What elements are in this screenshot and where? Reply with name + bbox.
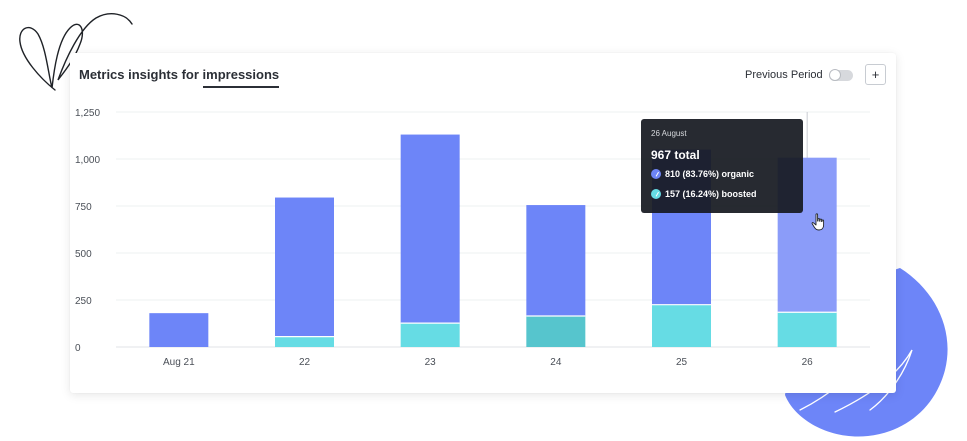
y-tick-label: 250 — [75, 296, 92, 307]
x-tick-label: 22 — [299, 357, 311, 368]
bar-organic — [275, 197, 334, 337]
y-tick-label: 0 — [75, 343, 81, 354]
bar-boosted — [652, 304, 711, 347]
bar-boosted — [400, 323, 460, 347]
bar-organic — [526, 205, 586, 316]
boosted-check-icon — [651, 189, 661, 199]
y-tick-label: 500 — [75, 249, 92, 260]
tooltip-total: 967 total — [651, 148, 700, 162]
chart-tooltip: 26 August 967 total 810 (83.76%) organic… — [641, 119, 803, 213]
y-tick-label: 750 — [75, 202, 92, 213]
previous-period-toggle[interactable] — [829, 69, 853, 81]
bar-boosted — [777, 312, 837, 347]
hand-cursor-icon — [811, 213, 825, 231]
previous-period-label: Previous Period — [745, 69, 823, 81]
y-tick-label: 1,000 — [75, 155, 100, 166]
metrics-card: Metrics insights for impressions Previou… — [70, 53, 896, 393]
bar-boosted — [275, 336, 334, 347]
tooltip-organic-row: 810 (83.76%) organic — [651, 169, 754, 179]
tooltip-boosted-row: 157 (16.24%) boosted — [651, 189, 757, 199]
impressions-chart: 0 250 500 750 1,000 1,250 Aug 21 22 23 24 25 26 — [75, 108, 870, 368]
x-tick-label: 24 — [550, 357, 562, 368]
bar-boosted — [526, 315, 586, 347]
x-tick-label: Aug 21 — [163, 357, 195, 368]
metric-selector[interactable]: impressions — [202, 67, 280, 82]
x-tick-label: 23 — [425, 357, 437, 368]
tooltip-date: 26 August — [651, 129, 687, 138]
add-button[interactable]: + — [865, 64, 886, 85]
tooltip-organic: 810 (83.76%) organic — [665, 169, 755, 179]
title-prefix: Metrics insights for — [79, 67, 199, 82]
bar-organic — [149, 313, 209, 347]
toggle-knob — [829, 69, 841, 81]
tooltip-boosted: 157 (16.24%) boosted — [665, 189, 757, 199]
x-tick-label: 25 — [676, 357, 688, 368]
organic-check-icon — [651, 169, 661, 179]
x-tick-label: 26 — [802, 357, 814, 368]
bar-organic — [400, 134, 460, 324]
card-title: Metrics insights for impressions — [79, 67, 279, 82]
y-tick-label: 1,250 — [75, 108, 100, 119]
